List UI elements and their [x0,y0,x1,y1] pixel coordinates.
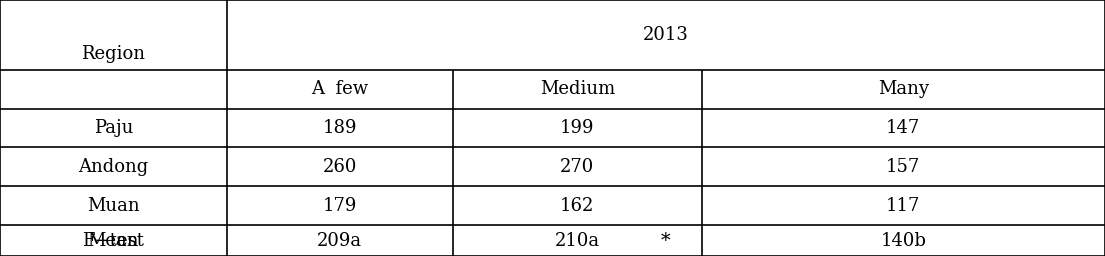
Text: 210a: 210a [555,232,600,250]
Text: *: * [661,232,671,250]
Text: 189: 189 [323,119,357,137]
Text: F−test: F−test [83,232,144,250]
Text: Medium: Medium [539,80,615,98]
Text: 147: 147 [886,119,920,137]
Text: 199: 199 [560,119,594,137]
Text: Paju: Paju [94,119,133,137]
Text: 2013: 2013 [643,26,688,44]
Text: 260: 260 [323,158,357,176]
Text: Mean: Mean [87,232,139,250]
Text: 162: 162 [560,197,594,215]
Text: Region: Region [82,45,145,63]
Text: 117: 117 [886,197,920,215]
Text: 140b: 140b [881,232,926,250]
Text: A  few: A few [312,80,368,98]
Text: Andong: Andong [78,158,148,176]
Text: 270: 270 [560,158,594,176]
Text: 157: 157 [886,158,920,176]
Text: Many: Many [877,80,929,98]
Text: 209a: 209a [317,232,362,250]
Text: 179: 179 [323,197,357,215]
Text: Muan: Muan [87,197,139,215]
